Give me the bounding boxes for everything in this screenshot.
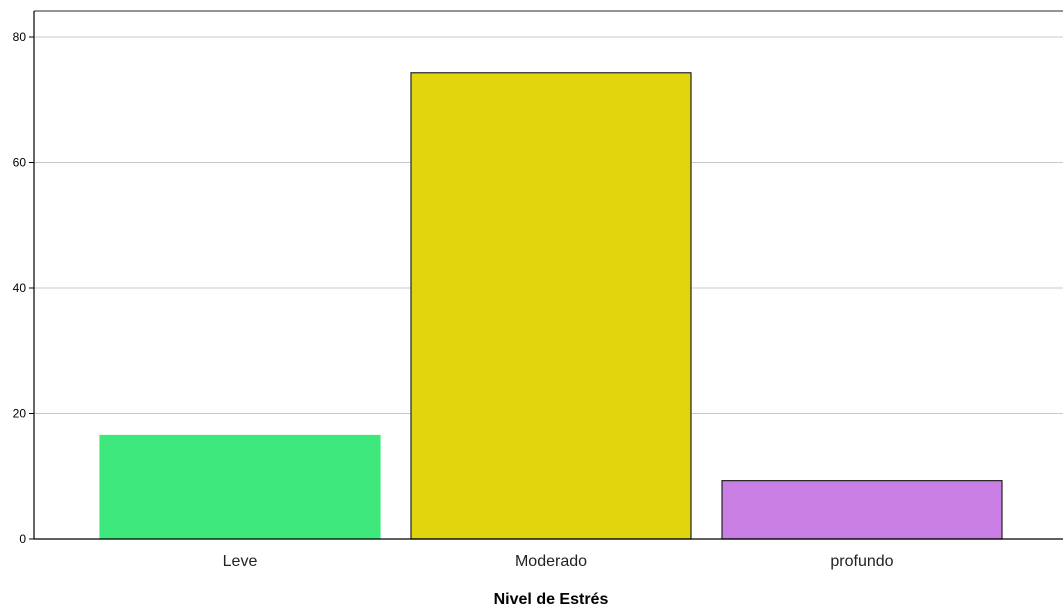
y-tick-labels: 0 20 40 60 80 xyxy=(13,30,34,546)
x-tick-label: Leve xyxy=(223,553,258,570)
y-tick-label: 40 xyxy=(13,281,27,295)
bar-moderado xyxy=(410,72,692,540)
y-tick-label: 80 xyxy=(13,30,27,44)
y-tick-label: 20 xyxy=(13,407,27,421)
bars xyxy=(99,72,1003,540)
x-tick-label: Moderado xyxy=(515,553,587,570)
x-tick-label: profundo xyxy=(830,553,893,570)
x-axis-title: Nivel de Estrés xyxy=(494,591,609,608)
y-tick-label: 0 xyxy=(19,532,26,546)
axes xyxy=(33,10,1063,540)
bar-profundo xyxy=(721,480,1003,540)
y-tick-label: 60 xyxy=(13,156,27,170)
bar-leve xyxy=(99,434,381,540)
x-tick-labels: Leve Moderado profundo xyxy=(223,553,894,570)
